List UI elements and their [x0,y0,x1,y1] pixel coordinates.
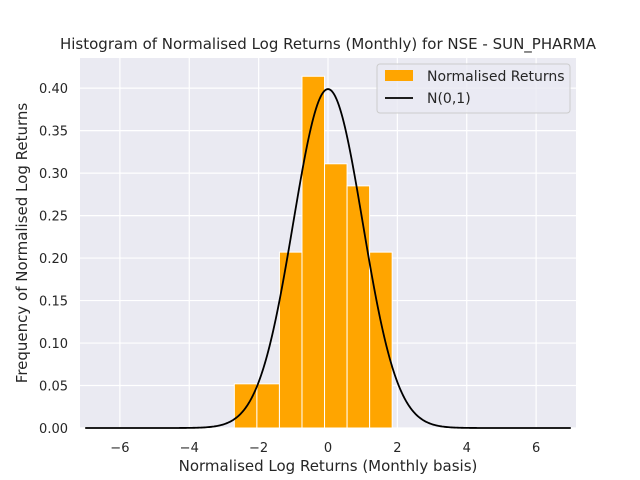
normal-pdf-line [85,88,571,429]
y-tick-label: 0.10 [39,337,68,352]
x-axis-label: Normalised Log Returns (Monthly basis) [179,457,478,475]
y-tick-label: 0.35 [39,125,68,140]
y-tick-label: 0.00 [39,422,68,437]
histogram-bar [233,383,258,429]
x-tick-label: 2 [393,441,401,456]
histogram-bar [256,383,280,429]
legend-label-normalised-returns: Normalised Returns [427,69,565,85]
legend-box [376,63,571,114]
x-tick-label: −2 [249,441,268,456]
x-axis-ticks: −6 −4 −2 0 2 4 6 [110,441,540,456]
x-tick-label: 0 [324,441,332,456]
legend: Normalised Returns N(0,1) [376,63,571,114]
chart-title: Histogram of Normalised Log Returns (Mon… [60,35,597,54]
y-axis-ticks: 0.00 0.05 0.10 0.15 0.20 0.25 0.30 0.35 0.40 [39,82,68,437]
y-tick-label: 0.05 [39,380,68,395]
y-axis-label: Frequency of Normalised Log Returns [13,103,31,384]
histogram-bars [233,75,393,429]
y-tick-label: 0.15 [39,295,68,310]
histogram-bar [346,185,371,429]
legend-label-normal: N(0,1) [427,91,471,107]
legend-swatch-normalised-returns [385,70,413,81]
y-tick-label: 0.20 [39,252,68,267]
y-tick-label: 0.30 [39,167,68,182]
y-tick-label: 0.25 [39,210,68,225]
x-tick-label: 6 [532,441,540,456]
histogram-bar [324,163,348,429]
x-tick-label: 4 [463,441,471,456]
x-tick-label: −4 [180,441,199,456]
x-tick-label: −6 [110,441,129,456]
histogram-bar [301,75,326,429]
y-tick-label: 0.40 [39,82,68,97]
